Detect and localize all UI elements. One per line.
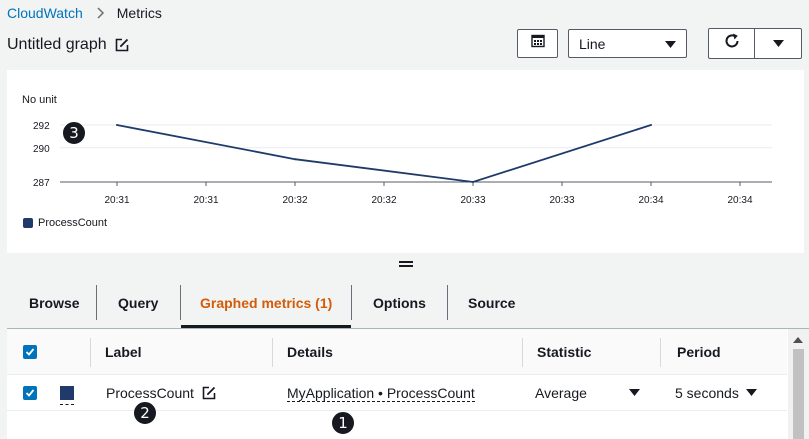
x-tick-label: 20:34 <box>638 195 663 206</box>
edit-icon[interactable] <box>115 38 129 52</box>
x-tick-label: 20:32 <box>371 195 396 206</box>
statistic-select[interactable]: Average <box>535 375 640 411</box>
chevron-right-icon <box>97 7 105 19</box>
checkbox-checked-icon <box>23 386 37 400</box>
graph-title-area: Untitled graph <box>7 34 129 56</box>
caret-down-icon <box>746 389 757 397</box>
breadcrumb: CloudWatch Metrics <box>7 4 162 22</box>
x-tick-label: 20:33 <box>549 195 574 206</box>
refresh-options-dropdown[interactable] <box>755 29 801 58</box>
y-axis-unit-label: No unit <box>22 94 57 106</box>
y-tick-label: 290 <box>33 144 50 155</box>
column-divider <box>90 338 91 367</box>
column-divider <box>660 338 661 367</box>
details-cell: MyApplication • ProcessCount <box>287 375 475 411</box>
column-header-period[interactable]: Period <box>677 344 721 360</box>
tab-query[interactable]: Query <box>118 294 159 311</box>
y-tick-label: 287 <box>33 178 50 189</box>
tab-browse[interactable]: Browse <box>29 294 80 311</box>
edit-icon[interactable] <box>202 386 216 400</box>
column-divider <box>272 338 273 367</box>
legend-label: ProcessCount <box>38 217 108 229</box>
caret-down-icon <box>629 389 640 397</box>
graph-type-value: Line <box>579 35 606 52</box>
refresh-button[interactable] <box>709 29 755 58</box>
panel-resize-handle[interactable] <box>399 259 413 269</box>
scrollbar-thumb[interactable] <box>793 349 804 439</box>
x-tick-label: 20:31 <box>193 195 218 206</box>
tab-divider <box>180 285 181 320</box>
tab-divider <box>96 285 97 320</box>
calendar-icon <box>530 34 545 53</box>
row-checkbox[interactable] <box>23 375 37 411</box>
column-header-statistic[interactable]: Statistic <box>537 344 592 360</box>
period-value: 5 seconds <box>675 385 739 401</box>
refresh-icon <box>723 32 741 55</box>
select-all-checkbox[interactable] <box>23 329 37 375</box>
data-point[interactable] <box>472 181 474 183</box>
chart-legend[interactable]: ProcessCount <box>23 217 107 229</box>
data-point[interactable] <box>116 124 118 126</box>
x-tick-label: 20:32 <box>282 195 307 206</box>
series-line-processcount[interactable] <box>116 124 652 183</box>
chart-panel: No unit 292 290 287 20:31 20:31 20:32 20:32 20:… <box>7 70 804 253</box>
date-range-button[interactable] <box>517 29 558 58</box>
data-point[interactable] <box>294 158 296 161</box>
annotation-badge-3: 3 <box>62 121 86 145</box>
graphed-metrics-table: Label Details Statistic Period ProcessCo… <box>7 328 809 439</box>
metric-label: ProcessCount <box>106 385 194 401</box>
data-point[interactable] <box>650 124 652 126</box>
column-header-details[interactable]: Details <box>287 344 333 360</box>
table-scrollbar[interactable] <box>788 329 809 439</box>
table-row: ProcessCount MyApplication • ProcessCoun… <box>7 375 787 411</box>
metrics-tabs: Browse Query Graphed metrics (1) Options… <box>7 277 538 328</box>
series-color-picker[interactable] <box>60 375 74 411</box>
tab-divider <box>351 285 352 320</box>
tab-source[interactable]: Source <box>468 294 516 311</box>
color-swatch <box>60 386 74 405</box>
breadcrumb-cloudwatch-link[interactable]: CloudWatch <box>7 5 83 21</box>
line-chart: 292 290 287 20:31 20:31 20:32 20:32 20:33 20:33 2… <box>33 121 772 206</box>
caret-down-icon <box>665 36 676 52</box>
x-tick-label: 20:34 <box>727 195 752 206</box>
column-divider <box>522 338 523 367</box>
annotation-badge-1: 1 <box>331 411 355 435</box>
annotation-badge-2: 2 <box>133 401 157 425</box>
tab-divider <box>447 285 448 320</box>
statistic-value: Average <box>535 385 587 401</box>
label-cell: ProcessCount <box>106 375 216 411</box>
breadcrumb-current: Metrics <box>116 5 162 21</box>
period-select[interactable]: 5 seconds <box>675 375 757 411</box>
caret-down-icon <box>772 35 784 53</box>
tab-options[interactable]: Options <box>373 294 426 311</box>
checkbox-checked-icon <box>23 345 37 359</box>
refresh-button-group <box>708 28 802 59</box>
y-tick-label: 292 <box>33 121 50 132</box>
x-tick-label: 20:31 <box>104 195 129 206</box>
graph-type-select[interactable]: Line <box>568 29 687 58</box>
table-header: Label Details Statistic Period <box>7 329 787 375</box>
legend-swatch <box>23 218 33 228</box>
graph-title: Untitled graph <box>7 36 107 53</box>
tab-graphed-metrics[interactable]: Graphed metrics (1) <box>181 277 351 328</box>
metric-details-link[interactable]: MyApplication • ProcessCount <box>287 384 475 402</box>
scroll-up-arrow-icon[interactable] <box>793 337 803 343</box>
x-tick-label: 20:33 <box>460 195 485 206</box>
column-header-label[interactable]: Label <box>105 344 142 360</box>
